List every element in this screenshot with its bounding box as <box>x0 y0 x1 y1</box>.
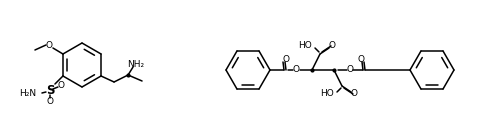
Text: O: O <box>328 42 336 50</box>
Text: HO: HO <box>298 42 312 50</box>
Text: H₂N: H₂N <box>19 90 36 98</box>
Text: O: O <box>283 54 289 64</box>
Text: HO: HO <box>320 90 334 98</box>
Text: O: O <box>46 42 52 50</box>
Text: O: O <box>347 66 353 74</box>
Text: O: O <box>58 82 64 90</box>
Text: O: O <box>358 54 364 64</box>
Text: O: O <box>350 90 358 98</box>
Text: NH₂: NH₂ <box>128 60 144 68</box>
Text: O: O <box>292 66 300 74</box>
Text: O: O <box>47 96 53 106</box>
Text: S: S <box>46 84 54 98</box>
